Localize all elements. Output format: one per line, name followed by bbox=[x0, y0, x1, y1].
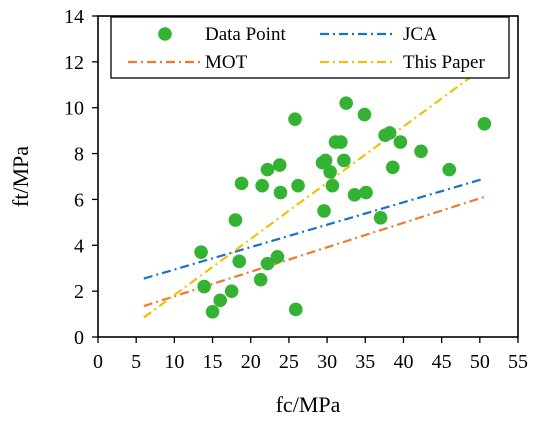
x-tick-label: 25 bbox=[279, 351, 299, 373]
x-axis-ticks: 0 5 10 15 20 25 30 35 40 45 50 55 bbox=[93, 337, 528, 373]
x-tick-label: 55 bbox=[508, 351, 528, 373]
data-point bbox=[337, 153, 351, 168]
legend: Data Point JCA MOT This Paper bbox=[110, 16, 510, 79]
x-tick-label: 35 bbox=[355, 351, 375, 373]
y-axis-title: ft/MPa bbox=[8, 146, 33, 207]
data-point bbox=[232, 254, 247, 269]
data-point bbox=[288, 302, 303, 317]
data-point bbox=[234, 176, 249, 191]
legend-symbol-data-point bbox=[158, 27, 172, 41]
data-point bbox=[373, 210, 388, 225]
y-tick-label: 4 bbox=[74, 235, 84, 257]
data-point bbox=[255, 178, 269, 193]
y-axis-ticks: 0 2 4 6 8 10 12 14 bbox=[64, 6, 98, 349]
x-tick-label: 0 bbox=[93, 351, 103, 373]
y-tick-label: 12 bbox=[64, 52, 84, 74]
data-points bbox=[194, 96, 492, 319]
data-point bbox=[359, 185, 373, 200]
data-point bbox=[272, 158, 287, 172]
x-tick-label: 45 bbox=[432, 351, 452, 373]
x-tick-label: 40 bbox=[393, 351, 413, 373]
data-point bbox=[347, 188, 362, 202]
x-tick-label: 50 bbox=[470, 351, 490, 373]
legend-label-this-paper: This Paper bbox=[403, 52, 485, 73]
data-point bbox=[334, 135, 348, 149]
legend-label-mot: MOT bbox=[205, 52, 248, 73]
data-point bbox=[357, 107, 372, 122]
legend-label-data-point: Data Point bbox=[205, 24, 286, 45]
y-tick-label: 6 bbox=[74, 189, 84, 211]
y-tick-label: 2 bbox=[74, 281, 84, 303]
data-point bbox=[213, 293, 227, 308]
x-tick-label: 15 bbox=[203, 351, 223, 373]
data-point bbox=[323, 165, 337, 179]
data-point bbox=[414, 144, 428, 159]
data-point bbox=[393, 135, 408, 149]
fit-lines bbox=[143, 66, 485, 319]
data-point bbox=[205, 304, 220, 319]
y-tick-label: 8 bbox=[74, 144, 84, 166]
data-point bbox=[270, 249, 285, 264]
data-point bbox=[194, 245, 208, 259]
legend-label-jca: JCA bbox=[403, 24, 437, 45]
data-point bbox=[317, 204, 331, 218]
series-line-jca bbox=[143, 177, 484, 280]
x-tick-label: 30 bbox=[317, 351, 337, 373]
data-point bbox=[385, 160, 400, 175]
data-point bbox=[325, 178, 340, 193]
data-point bbox=[442, 162, 457, 177]
x-tick-label: 20 bbox=[241, 351, 261, 373]
data-point bbox=[477, 116, 492, 131]
data-point bbox=[260, 162, 275, 177]
x-tick-label: 5 bbox=[131, 351, 141, 373]
series-line-this-paper bbox=[143, 66, 485, 319]
data-point bbox=[228, 213, 243, 227]
data-point bbox=[291, 178, 305, 193]
data-point bbox=[224, 284, 239, 298]
x-axis-title: fc/MPa bbox=[276, 392, 341, 417]
x-tick-label: 10 bbox=[164, 351, 184, 373]
data-point bbox=[260, 256, 275, 271]
data-point bbox=[273, 185, 288, 200]
plot-area-frame bbox=[97, 15, 519, 338]
y-tick-label: 10 bbox=[64, 98, 84, 120]
y-tick-label: 0 bbox=[74, 327, 84, 349]
data-point bbox=[288, 112, 302, 126]
data-point bbox=[253, 272, 268, 287]
data-point bbox=[318, 153, 333, 168]
data-point bbox=[382, 126, 397, 140]
data-point bbox=[197, 279, 211, 294]
legend-box bbox=[110, 16, 510, 79]
data-point bbox=[339, 96, 353, 110]
y-tick-label: 14 bbox=[64, 6, 84, 28]
